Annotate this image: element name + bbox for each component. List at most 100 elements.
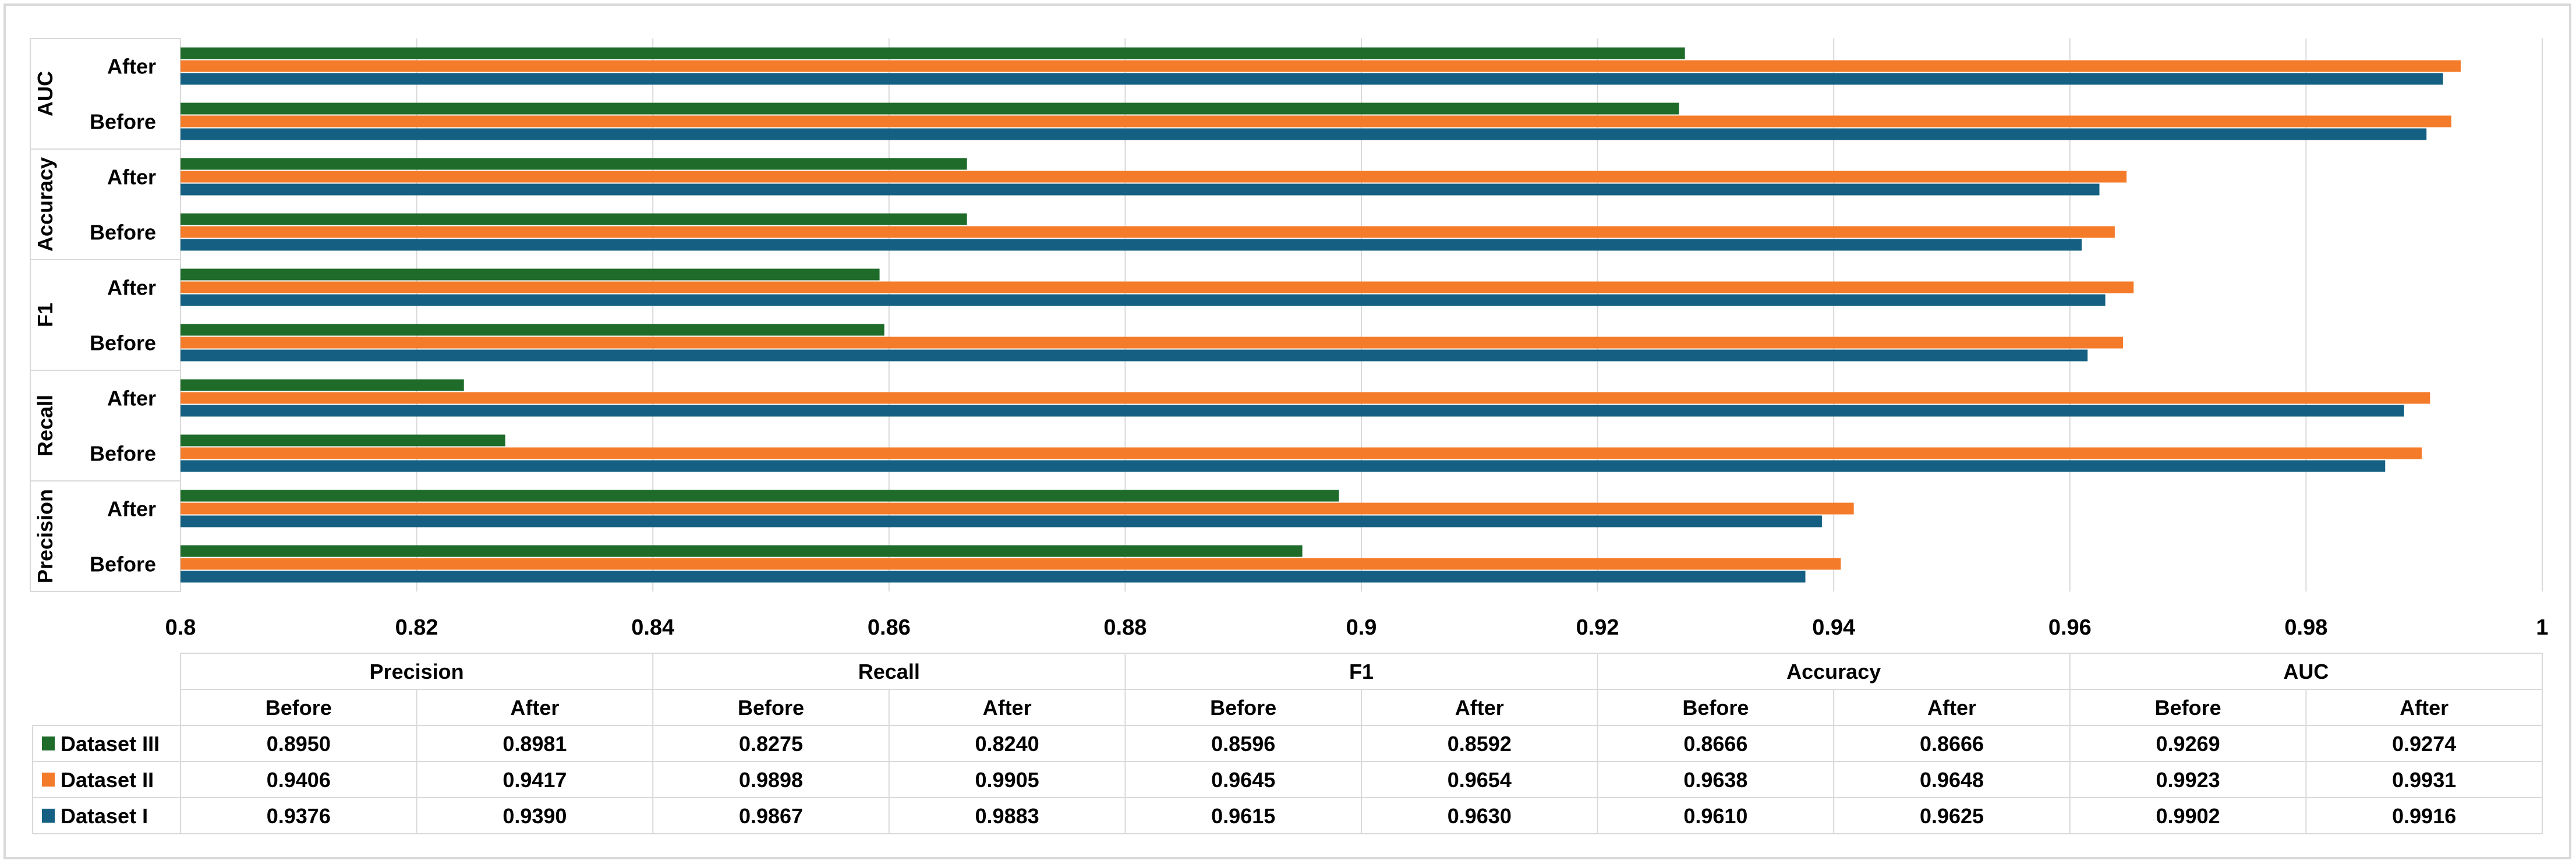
x-tick-label: 0.92 xyxy=(1576,615,1619,640)
table-metric-header: Recall xyxy=(858,660,920,684)
table-value: 0.9274 xyxy=(2392,732,2456,756)
category-label: Before xyxy=(90,221,156,245)
bar xyxy=(181,183,2100,196)
category-label: Before xyxy=(90,110,156,134)
bar xyxy=(181,324,884,336)
bar xyxy=(181,571,1806,583)
bar xyxy=(181,349,2088,362)
table-value: 0.9638 xyxy=(1683,768,1747,792)
table-value: 0.9376 xyxy=(267,804,331,828)
table-value: 0.9645 xyxy=(1211,768,1275,792)
metric-group-label: F1 xyxy=(33,303,57,327)
x-tick-label: 0.96 xyxy=(2048,615,2092,640)
bar xyxy=(181,460,2386,472)
legend-label: Dataset II xyxy=(61,768,154,792)
x-tick-label: 0.98 xyxy=(2284,615,2327,640)
bar xyxy=(181,405,2404,417)
legend-label: Dataset III xyxy=(61,732,160,756)
table-phase-header: After xyxy=(983,696,1032,720)
table-value: 0.8950 xyxy=(267,732,331,756)
legend-label: Dataset I xyxy=(61,804,148,828)
legend-swatch xyxy=(42,809,55,823)
x-tick-label: 0.88 xyxy=(1103,615,1147,640)
table-value: 0.9898 xyxy=(739,768,803,792)
bar xyxy=(181,115,2451,128)
bar xyxy=(181,281,2134,293)
table-value: 0.9905 xyxy=(975,768,1039,792)
table-value: 0.8592 xyxy=(1448,732,1512,756)
table-metric-header: Accuracy xyxy=(1786,660,1881,684)
table-value: 0.8981 xyxy=(503,732,567,756)
bar xyxy=(181,268,880,281)
category-label: After xyxy=(107,165,156,189)
table-phase-header: After xyxy=(1927,696,1976,720)
metric-group-label: AUC xyxy=(33,71,57,116)
table-value: 0.9630 xyxy=(1448,804,1512,828)
table-value: 0.9615 xyxy=(1211,804,1275,828)
table-value: 0.9406 xyxy=(267,768,331,792)
table-value: 0.9390 xyxy=(503,804,567,828)
bar xyxy=(181,502,1854,515)
table-phase-header: Before xyxy=(2155,696,2221,720)
bar xyxy=(181,447,2422,459)
table-value: 0.8275 xyxy=(739,732,803,756)
category-label: After xyxy=(107,276,156,300)
table-value: 0.8666 xyxy=(1683,732,1747,756)
bar xyxy=(181,294,2106,306)
table-phase-header: Before xyxy=(1682,696,1749,720)
category-label: Before xyxy=(90,331,156,355)
metric-group-label: Accuracy xyxy=(33,157,57,252)
table-phase-header: Before xyxy=(266,696,332,720)
bar xyxy=(181,73,2443,85)
bar xyxy=(181,171,2127,183)
category-label: Before xyxy=(90,442,156,466)
bar xyxy=(181,158,967,170)
table-phase-header: After xyxy=(2400,696,2448,720)
category-label: After xyxy=(107,497,156,521)
table-phase-header: Before xyxy=(1210,696,1276,720)
table-value: 0.9417 xyxy=(503,768,567,792)
x-tick-label: 0.9 xyxy=(1346,615,1377,640)
bar xyxy=(181,434,505,447)
table-value: 0.9648 xyxy=(1920,768,1984,792)
bar xyxy=(181,379,464,391)
bar xyxy=(181,545,1303,557)
bar xyxy=(181,213,967,225)
table-phase-header: Before xyxy=(738,696,804,720)
table-metric-header: Precision xyxy=(370,660,464,684)
bar xyxy=(181,239,2082,251)
bar xyxy=(181,392,2430,404)
table-value: 0.9269 xyxy=(2156,732,2220,756)
table-value: 0.9610 xyxy=(1683,804,1747,828)
bar xyxy=(181,47,1685,59)
category-label: Before xyxy=(90,553,156,576)
table-value: 0.9625 xyxy=(1920,804,1984,828)
table-phase-header: After xyxy=(510,696,559,720)
table-metric-header: AUC xyxy=(2283,660,2329,684)
table-value: 0.8666 xyxy=(1920,732,1984,756)
bar xyxy=(181,515,1822,527)
table-value: 0.9867 xyxy=(739,804,803,828)
chart-frame xyxy=(3,3,2571,859)
x-tick-label: 0.82 xyxy=(395,615,438,640)
x-tick-label: 1 xyxy=(2536,615,2548,640)
bar xyxy=(181,60,2461,72)
bar xyxy=(181,128,2427,140)
bar xyxy=(181,490,1339,502)
legend-swatch xyxy=(42,773,55,787)
bar xyxy=(181,558,1841,570)
table-value: 0.8596 xyxy=(1211,732,1275,756)
table-value: 0.9923 xyxy=(2156,768,2220,792)
x-tick-label: 0.94 xyxy=(1812,615,1855,640)
table-value: 0.9654 xyxy=(1448,768,1512,792)
bar xyxy=(181,226,2115,238)
table-value: 0.8240 xyxy=(975,732,1039,756)
bar xyxy=(181,102,1679,115)
legend-swatch xyxy=(42,736,55,750)
category-label: After xyxy=(107,387,156,410)
table-value: 0.9931 xyxy=(2392,768,2456,792)
x-tick-label: 0.8 xyxy=(165,615,196,640)
category-label: After xyxy=(107,55,156,79)
table-phase-header: After xyxy=(1455,696,1504,720)
